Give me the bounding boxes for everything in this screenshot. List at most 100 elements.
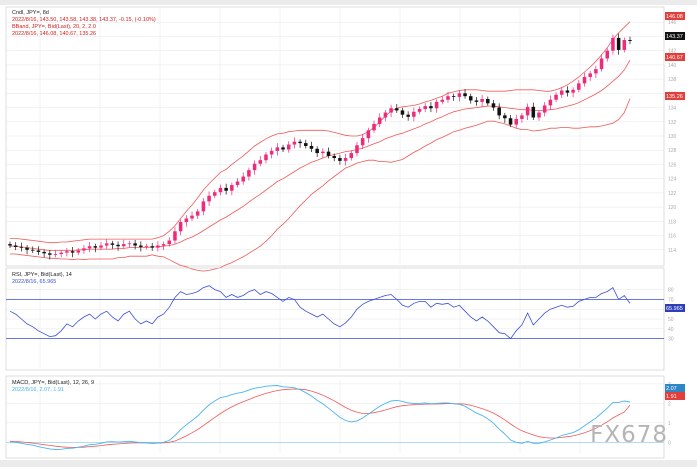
candle-body: [451, 96, 456, 97]
candle-body: [156, 245, 160, 248]
rsi-panel[interactable]: 304050607080 65.965 RSI, JPY=, Bid(Last)…: [5, 267, 685, 371]
candle-body: [264, 154, 268, 161]
candle-body: [321, 151, 325, 154]
macd-value-tag: 2.07: [666, 386, 677, 392]
rsi-label-line2: 2022/8/16, 65.965: [12, 279, 56, 285]
price-tick-label: 134: [668, 106, 677, 112]
candle-body: [554, 94, 558, 100]
candle-body: [298, 141, 302, 144]
price-panel[interactable]: 1141161181201221241261281301321341361381…: [5, 6, 685, 272]
bb-upper-line: [10, 21, 631, 244]
candle-body: [565, 90, 570, 93]
rsi-tick-label: 50: [668, 317, 674, 323]
macd-tick-label: 2: [668, 401, 671, 407]
candle-body: [349, 153, 354, 159]
macd-panel[interactable]: 0123 2.071.91 MACD, JPY=, Bid(Last), 12,…: [5, 375, 685, 459]
price-tick-label: 142: [668, 49, 677, 55]
candle-body: [201, 201, 206, 212]
candle-body: [19, 246, 24, 248]
candle-body: [87, 246, 92, 249]
candle-body: [25, 247, 29, 250]
candle-body: [377, 117, 382, 124]
candle-body: [383, 112, 388, 118]
candle-body: [116, 244, 120, 247]
rsi-tick-label: 80: [668, 288, 674, 294]
candle-body: [508, 118, 513, 125]
rsi-tick-label: 70: [668, 297, 674, 303]
candle-body: [36, 250, 41, 252]
price-panel-frame: [5, 6, 665, 267]
candle-body: [13, 245, 18, 247]
price-tick-label: 128: [668, 148, 677, 154]
price-tick-label: 138: [668, 77, 677, 83]
candle-body: [42, 251, 46, 254]
top-strip: [0, 0, 697, 5]
last-price-tag: 143.37: [666, 34, 683, 40]
candle-body: [247, 170, 251, 177]
candle-body: [400, 110, 405, 115]
candle-body: [292, 141, 297, 145]
candle-body: [48, 253, 52, 255]
macd-signal-tag-bg: [665, 392, 685, 400]
candle-body: [548, 99, 553, 106]
candle-body: [241, 176, 245, 182]
candle-body: [514, 118, 519, 125]
candle-body: [230, 185, 234, 191]
bb-middle-tag: 140.67: [666, 55, 683, 61]
candle-body: [30, 249, 35, 251]
candle-body: [616, 37, 621, 50]
candle-body: [258, 160, 263, 164]
candle-body: [480, 99, 484, 102]
candle-body: [531, 106, 536, 118]
macd-value-tag-bg: [665, 384, 685, 392]
candlesticks: [8, 33, 632, 260]
candle-body: [184, 218, 189, 223]
macd-tick-label: 1: [668, 421, 671, 427]
candle-body: [457, 93, 462, 97]
candle-body: [429, 106, 433, 109]
price-tick-label: 116: [668, 234, 676, 240]
candle-body: [76, 250, 81, 253]
candle-body: [139, 245, 143, 247]
macd-label-line2: 2022/8/16, 2.07, 1.91: [12, 387, 64, 393]
candle-body: [468, 96, 473, 101]
price-label-line3: BBand, JPY=, Bid(Last), 20, 2, 2.0: [12, 24, 96, 30]
macd-tick-label: 0: [668, 440, 671, 446]
candle-body: [59, 252, 63, 255]
rsi-label-line1: RSI, JPY=, Bid(Last), 14: [12, 272, 72, 278]
candle-body: [537, 112, 541, 118]
candle-body: [491, 103, 496, 108]
bb-middle-tag-bg: [665, 53, 685, 61]
candle-body: [497, 107, 501, 116]
candle-body: [355, 145, 359, 154]
candle-body: [286, 144, 291, 150]
price-tick-label: 118: [668, 219, 676, 225]
candle-body: [252, 163, 257, 171]
candle-body: [440, 99, 445, 102]
price-tick-label: 114: [668, 248, 676, 254]
candle-body: [213, 192, 217, 196]
price-tick-label: 120: [668, 205, 677, 211]
candle-body: [224, 187, 228, 191]
candle-body: [594, 69, 598, 74]
candle-body: [133, 243, 137, 246]
candle-body: [571, 89, 575, 93]
candle-body: [605, 50, 610, 59]
price-grid: [6, 8, 664, 264]
candle-body: [53, 254, 58, 255]
candle-body: [577, 83, 581, 90]
candle-body: [195, 211, 200, 216]
candle-body: [520, 115, 524, 119]
candle-body: [8, 244, 12, 246]
rsi-value-tag: 65.965: [665, 304, 685, 312]
bb-upper-tag-bg: [665, 12, 685, 20]
price-tick-label: 130: [668, 134, 677, 140]
price-value-tags: 146.08 143.37 140.67 135.26: [665, 12, 685, 100]
candle-body: [486, 99, 490, 104]
macd-value-tags: 2.07 1.91: [665, 384, 685, 400]
candle-body: [582, 76, 587, 84]
candle-body: [269, 150, 274, 155]
candle-body: [423, 106, 427, 109]
